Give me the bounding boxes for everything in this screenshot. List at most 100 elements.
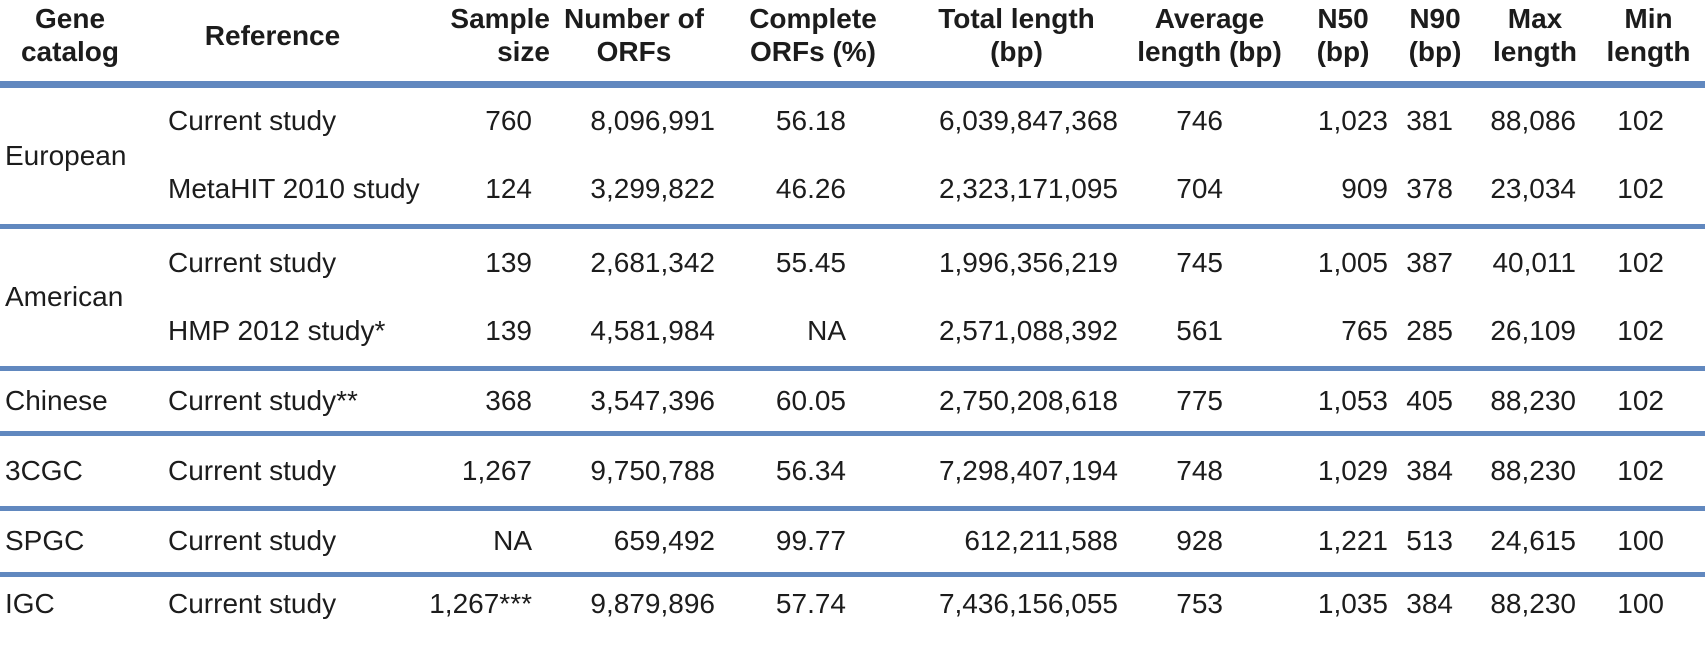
cell-max-length: 26,109 bbox=[1490, 315, 1576, 347]
cell-min-length: 100 bbox=[1617, 588, 1664, 620]
cell-reference: Current study bbox=[168, 454, 337, 486]
cell-reference: MetaHIT 2010 study bbox=[168, 173, 420, 205]
table-header-row: Gene catalog Reference Sample size Number o… bbox=[0, 0, 1705, 84]
table-row: 3CGC Current study 1,267 9,750,788 56.34 7,29… bbox=[0, 433, 1705, 508]
column-header-n50-bp: N50 (bp) bbox=[1316, 3, 1370, 68]
cell-reference: Current study bbox=[168, 246, 337, 278]
column-header-max-length: Max length bbox=[1493, 3, 1577, 68]
cell-total-length-bp: 612,211,588 bbox=[964, 525, 1118, 556]
cell-min-length: 100 bbox=[1617, 525, 1664, 556]
cell-max-length: 40,011 bbox=[1492, 246, 1576, 278]
column-header-complete-orfs-pct: Complete ORFs (%) bbox=[749, 3, 877, 68]
column-header-number-of-orfs: Number of ORFs bbox=[564, 3, 704, 68]
cell-number-of-orfs: 2,681,342 bbox=[590, 246, 715, 278]
gene-catalog-table: Gene catalog Reference Sample size Number o… bbox=[0, 0, 1705, 632]
cell-total-length-bp: 7,298,407,194 bbox=[938, 454, 1118, 486]
cell-complete-orfs-pct: 46.26 bbox=[775, 173, 846, 205]
column-header-min-length: Min length bbox=[1606, 3, 1691, 68]
column-header-reference: Reference bbox=[204, 19, 341, 51]
cell-reference: Current study bbox=[168, 525, 337, 556]
cell-max-length: 88,230 bbox=[1490, 384, 1576, 416]
table-row: MetaHIT 2010 study 124 3,299,822 46.26 2,323… bbox=[0, 155, 1705, 226]
cell-n50-bp: 1,221 bbox=[1317, 525, 1388, 556]
cell-n90-bp: 384 bbox=[1406, 588, 1453, 620]
cell-complete-orfs-pct: NA bbox=[807, 315, 846, 347]
table-row: American Current study 139 2,681,342 55.45 1,… bbox=[0, 226, 1705, 312]
cell-average-length-bp: 745 bbox=[1176, 246, 1223, 278]
cell-n90-bp: 513 bbox=[1406, 525, 1453, 556]
cell-sample-size: 1,267*** bbox=[429, 588, 532, 620]
cell-min-length: 102 bbox=[1617, 246, 1664, 278]
cell-reference: HMP 2012 study* bbox=[168, 315, 386, 347]
column-header-sample-size: Sample size bbox=[450, 3, 550, 68]
cell-n50-bp: 765 bbox=[1341, 315, 1388, 347]
cell-n90-bp: 387 bbox=[1406, 246, 1453, 278]
cell-complete-orfs-pct: 60.05 bbox=[775, 384, 846, 416]
cell-min-length: 102 bbox=[1617, 454, 1664, 486]
column-header-total-length-bp: Total length (bp) bbox=[938, 3, 1095, 68]
cell-number-of-orfs: 9,750,788 bbox=[590, 454, 715, 486]
cell-complete-orfs-pct: 56.18 bbox=[775, 105, 846, 137]
cell-number-of-orfs: 3,547,396 bbox=[590, 384, 715, 416]
column-header-average-length-bp: Average length (bp) bbox=[1137, 3, 1282, 68]
gene-catalog-cell: IGC bbox=[5, 588, 55, 620]
cell-average-length-bp: 753 bbox=[1176, 588, 1223, 620]
gene-catalog-cell: SPGC bbox=[5, 525, 85, 556]
cell-n90-bp: 384 bbox=[1406, 454, 1453, 486]
table-row: Chinese Current study** 368 3,547,396 60.05 2… bbox=[0, 368, 1705, 433]
cell-complete-orfs-pct: 57.74 bbox=[775, 588, 846, 620]
table-figure: Gene catalog Reference Sample size Number o… bbox=[0, 0, 1705, 632]
cell-total-length-bp: 2,750,208,618 bbox=[938, 384, 1118, 416]
cell-sample-size: 368 bbox=[485, 384, 532, 416]
cell-n50-bp: 1,023 bbox=[1317, 105, 1388, 137]
cell-average-length-bp: 928 bbox=[1176, 525, 1223, 556]
cell-sample-size: 1,267 bbox=[461, 454, 532, 486]
cell-number-of-orfs: 8,096,991 bbox=[590, 105, 715, 137]
cell-number-of-orfs: 9,879,896 bbox=[590, 588, 715, 620]
cell-n90-bp: 378 bbox=[1406, 173, 1453, 205]
cell-number-of-orfs: 3,299,822 bbox=[590, 173, 715, 205]
cell-max-length: 23,034 bbox=[1490, 173, 1576, 205]
cell-min-length: 102 bbox=[1617, 105, 1664, 137]
cell-n90-bp: 405 bbox=[1406, 384, 1453, 416]
cell-sample-size: 139 bbox=[485, 246, 532, 278]
column-header-n90-bp: N90 (bp) bbox=[1408, 3, 1462, 68]
table-body: European Current study 760 8,096,991 56.18 6,… bbox=[0, 84, 1705, 632]
table-row: IGC Current study 1,267*** 9,879,896 57.74 7,… bbox=[0, 574, 1705, 632]
cell-n50-bp: 1,053 bbox=[1317, 384, 1388, 416]
cell-min-length: 102 bbox=[1617, 315, 1664, 347]
cell-total-length-bp: 6,039,847,368 bbox=[938, 105, 1118, 137]
cell-n50-bp: 909 bbox=[1341, 173, 1388, 205]
gene-catalog-cell: Chinese bbox=[5, 384, 108, 416]
cell-sample-size: 139 bbox=[485, 315, 532, 347]
cell-max-length: 88,230 bbox=[1490, 454, 1576, 486]
cell-sample-size: 760 bbox=[485, 105, 532, 137]
table-row: European Current study 760 8,096,991 56.18 6,… bbox=[0, 84, 1705, 170]
table-row: HMP 2012 study* 139 4,581,984 NA 2,571,088,3… bbox=[0, 297, 1705, 368]
column-header-gene-catalog: Gene catalog bbox=[20, 3, 120, 68]
cell-reference: Current study** bbox=[168, 384, 358, 416]
cell-min-length: 102 bbox=[1617, 384, 1664, 416]
cell-total-length-bp: 2,323,171,095 bbox=[938, 173, 1118, 205]
cell-sample-size: NA bbox=[493, 525, 532, 556]
cell-average-length-bp: 561 bbox=[1176, 315, 1223, 347]
cell-n50-bp: 1,035 bbox=[1317, 588, 1388, 620]
cell-complete-orfs-pct: 55.45 bbox=[775, 246, 846, 278]
cell-total-length-bp: 7,436,156,055 bbox=[938, 588, 1118, 620]
cell-max-length: 24,615 bbox=[1490, 525, 1576, 556]
cell-number-of-orfs: 4,581,984 bbox=[590, 315, 715, 347]
cell-total-length-bp: 2,571,088,392 bbox=[938, 315, 1118, 347]
cell-average-length-bp: 704 bbox=[1176, 173, 1223, 205]
cell-complete-orfs-pct: 99.77 bbox=[775, 525, 846, 556]
cell-average-length-bp: 775 bbox=[1176, 384, 1223, 416]
gene-catalog-cell: American bbox=[5, 281, 124, 312]
cell-average-length-bp: 746 bbox=[1176, 105, 1223, 137]
cell-total-length-bp: 1,996,356,219 bbox=[938, 246, 1118, 278]
table-header: Gene catalog Reference Sample size Number o… bbox=[0, 0, 1705, 84]
table-row: SPGC Current study NA 659,492 99.77 612,211,5… bbox=[0, 508, 1705, 574]
cell-reference: Current study bbox=[168, 105, 337, 137]
cell-complete-orfs-pct: 56.34 bbox=[775, 454, 846, 486]
cell-max-length: 88,086 bbox=[1490, 105, 1576, 137]
cell-min-length: 102 bbox=[1617, 173, 1664, 205]
cell-max-length: 88,230 bbox=[1490, 588, 1576, 620]
